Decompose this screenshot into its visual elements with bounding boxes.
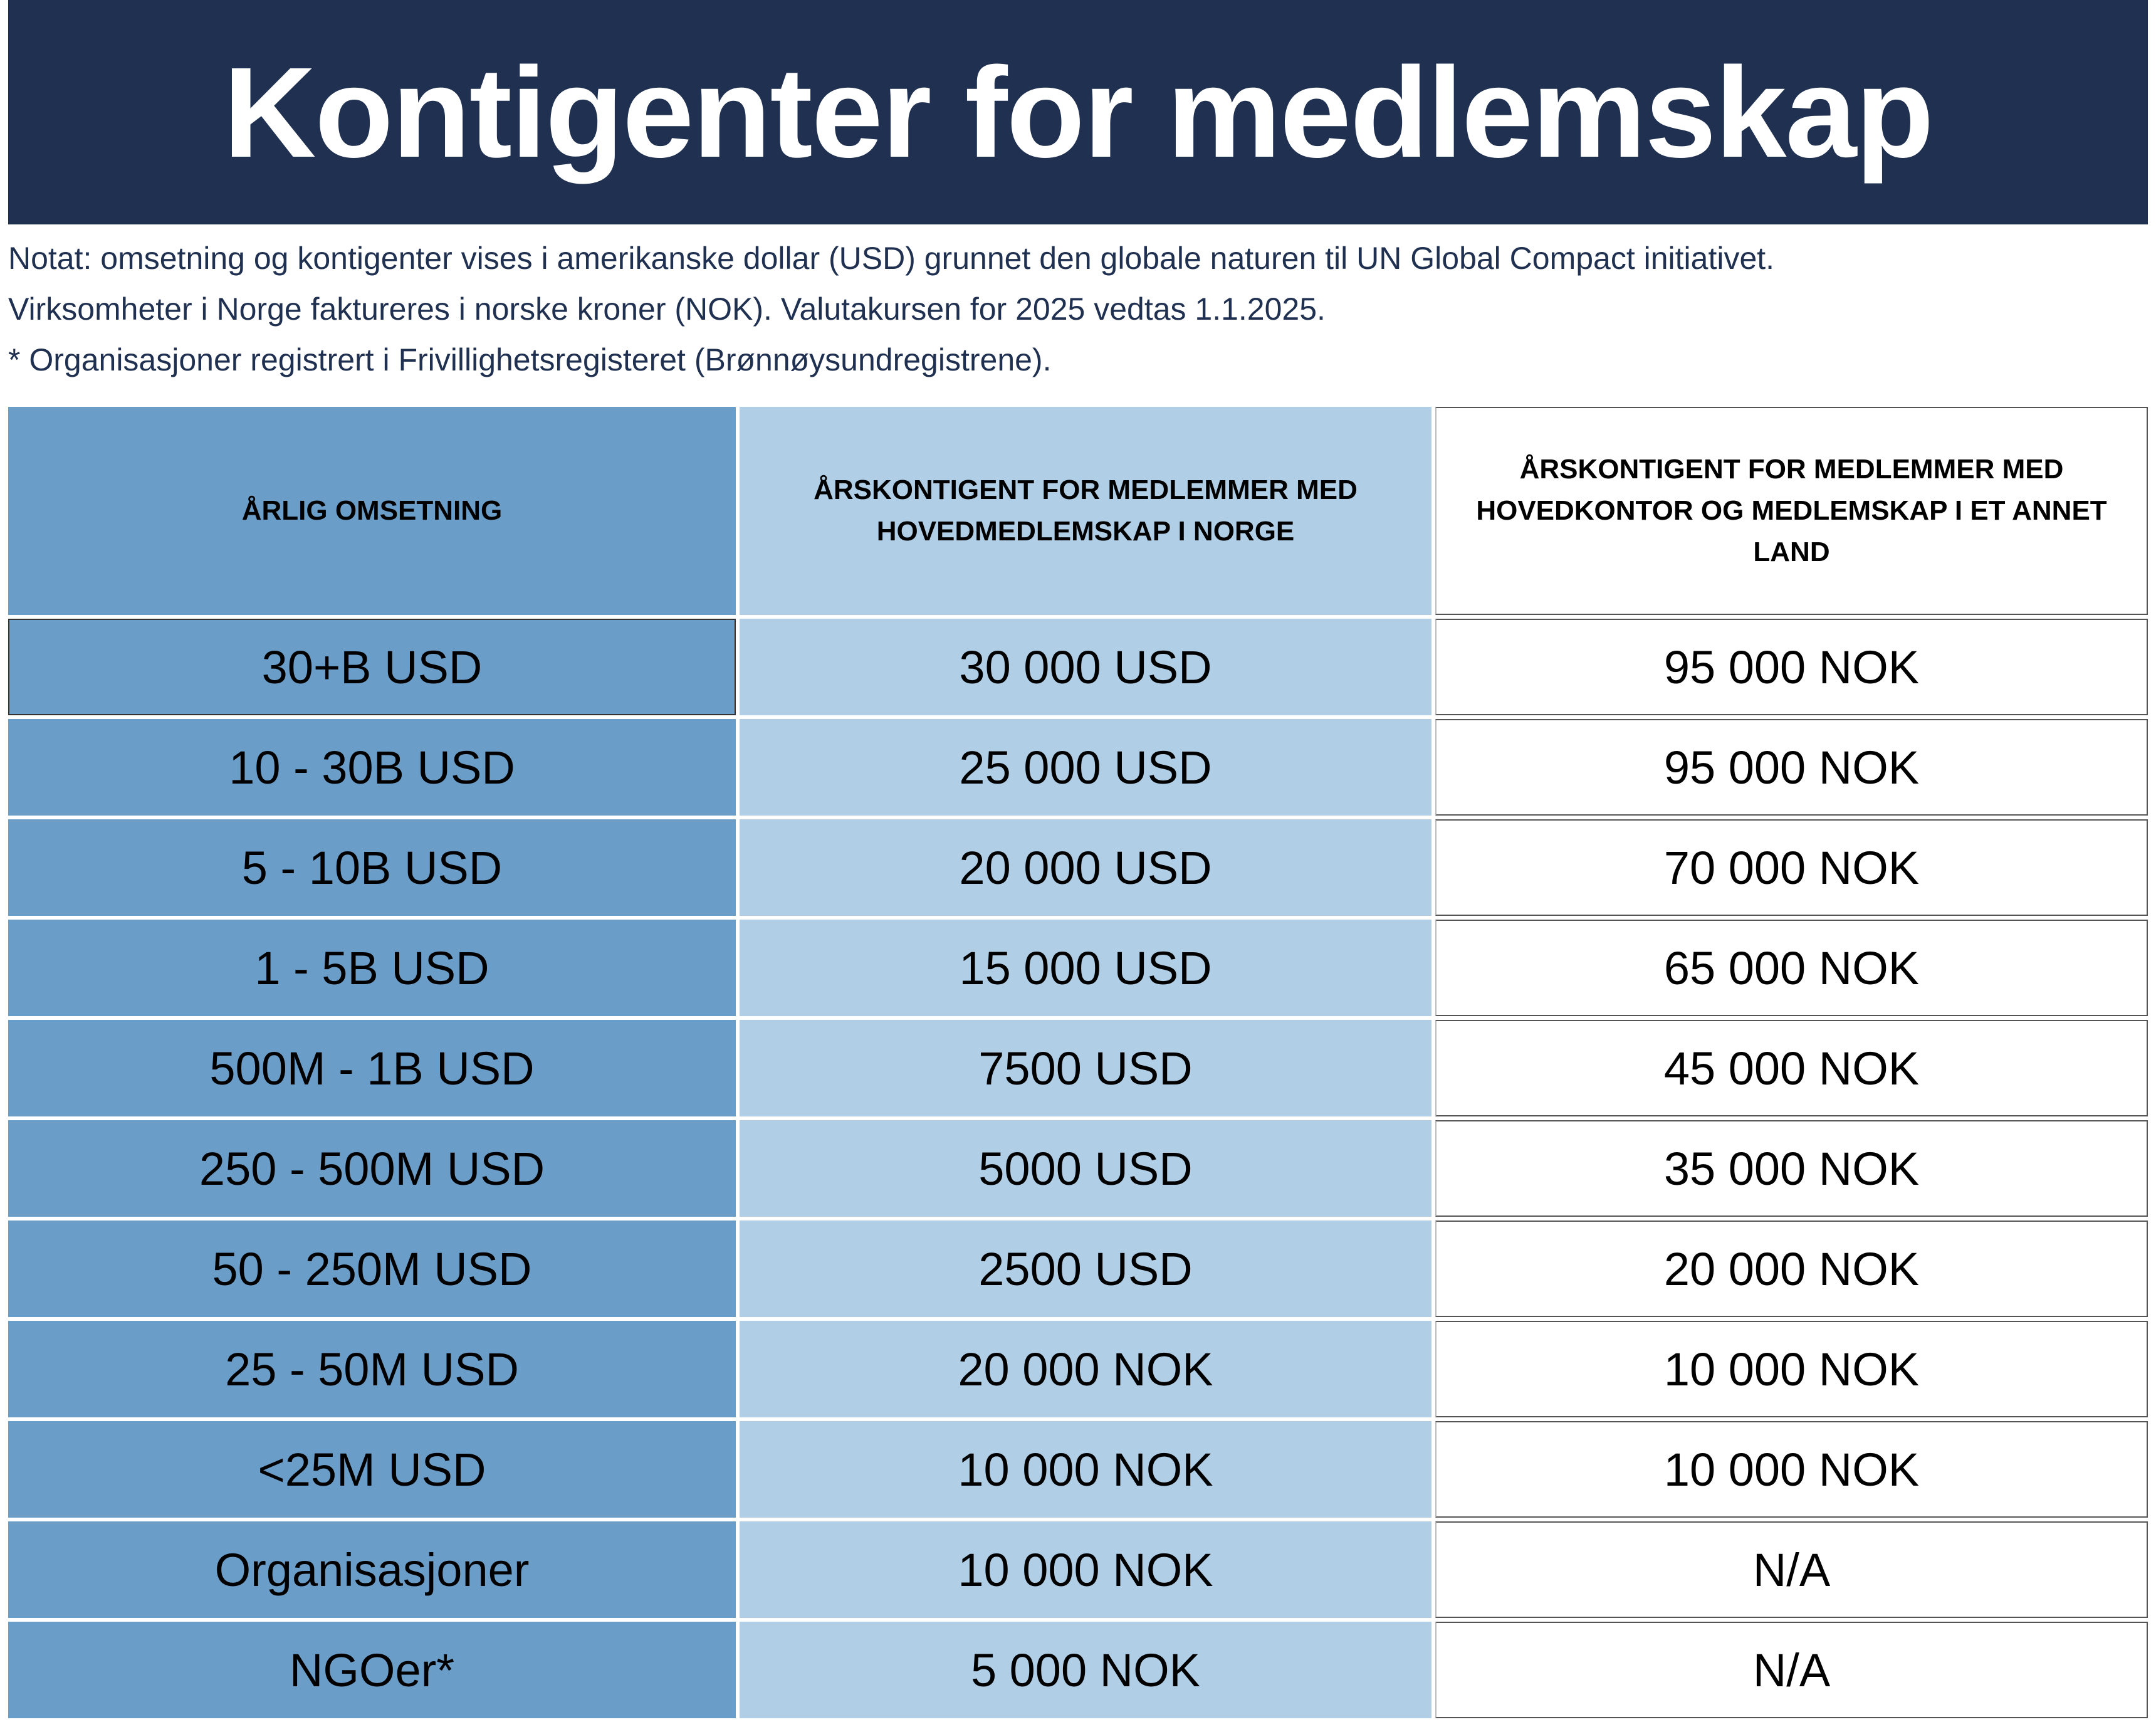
annual-revenue-cell: 1 - 5B USD bbox=[8, 920, 736, 1016]
header-fee-norway: ÅRSKONTIGENT FOR MEDLEMMER MED HOVEDMEDL… bbox=[740, 407, 1431, 615]
fee-norway-cell: 30 000 USD bbox=[740, 619, 1431, 715]
table-row: 5 - 10B USD 20 000 USD 70 000 NOK bbox=[8, 819, 2148, 916]
annual-revenue-cell: 50 - 250M USD bbox=[8, 1221, 736, 1317]
table-row: 10 - 30B USD 25 000 USD 95 000 NOK bbox=[8, 719, 2148, 816]
title-banner: Kontigenter for medlemskap bbox=[8, 0, 2148, 224]
fee-norway-cell: 5 000 NOK bbox=[740, 1622, 1431, 1718]
table-row: <25M USD 10 000 NOK 10 000 NOK bbox=[8, 1421, 2148, 1518]
annual-revenue-cell: 30+B USD bbox=[8, 619, 736, 715]
fee-other-country-cell: 95 000 NOK bbox=[1435, 719, 2148, 816]
fee-norway-cell: 20 000 NOK bbox=[740, 1321, 1431, 1417]
annual-revenue-cell: <25M USD bbox=[8, 1421, 736, 1518]
fee-norway-cell: 5000 USD bbox=[740, 1120, 1431, 1217]
header-annual-revenue: ÅRLIG OMSETNING bbox=[8, 407, 736, 615]
note-line: Notat: omsetning og kontigenter vises i … bbox=[8, 241, 1775, 276]
fee-other-country-cell: N/A bbox=[1435, 1521, 2148, 1618]
fee-other-country-cell: 45 000 NOK bbox=[1435, 1020, 2148, 1116]
table-row: 500M - 1B USD 7500 USD 45 000 NOK bbox=[8, 1020, 2148, 1116]
fee-norway-cell: 2500 USD bbox=[740, 1221, 1431, 1317]
table-row: 250 - 500M USD 5000 USD 35 000 NOK bbox=[8, 1120, 2148, 1217]
table-row: NGOer* 5 000 NOK N/A bbox=[8, 1622, 2148, 1718]
fee-norway-cell: 15 000 USD bbox=[740, 920, 1431, 1016]
table-row: 1 - 5B USD 15 000 USD 65 000 NOK bbox=[8, 920, 2148, 1016]
fee-norway-cell: 7500 USD bbox=[740, 1020, 1431, 1116]
fee-other-country-cell: 95 000 NOK bbox=[1435, 619, 2148, 715]
page-title: Kontigenter for medlemskap bbox=[223, 40, 1934, 184]
fee-other-country-cell: 70 000 NOK bbox=[1435, 819, 2148, 916]
table-header-row: ÅRLIG OMSETNING ÅRSKONTIGENT FOR MEDLEMM… bbox=[8, 407, 2148, 615]
fee-other-country-cell: 10 000 NOK bbox=[1435, 1321, 2148, 1417]
annual-revenue-cell: Organisasjoner bbox=[8, 1521, 736, 1618]
fee-other-country-cell: 10 000 NOK bbox=[1435, 1421, 2148, 1518]
annual-revenue-cell: 25 - 50M USD bbox=[8, 1321, 736, 1417]
annual-revenue-cell: NGOer* bbox=[8, 1622, 736, 1718]
header-fee-other-country: ÅRSKONTIGENT FOR MEDLEMMER MED HOVEDKONT… bbox=[1435, 407, 2148, 615]
annual-revenue-cell: 500M - 1B USD bbox=[8, 1020, 736, 1116]
annual-revenue-cell: 10 - 30B USD bbox=[8, 719, 736, 816]
annual-revenue-cell: 250 - 500M USD bbox=[8, 1120, 736, 1217]
fee-table: ÅRLIG OMSETNING ÅRSKONTIGENT FOR MEDLEMM… bbox=[8, 407, 2148, 1722]
note-line: * Organisasjoner registrert i Frivilligh… bbox=[8, 342, 1052, 377]
fee-norway-cell: 20 000 USD bbox=[740, 819, 1431, 916]
note-line: Virksomheter i Norge faktureres i norske… bbox=[8, 291, 1326, 327]
notes: Notat: omsetning og kontigenter vises i … bbox=[8, 233, 2148, 386]
table-row: 30+B USD 30 000 USD 95 000 NOK bbox=[8, 619, 2148, 715]
fee-norway-cell: 10 000 NOK bbox=[740, 1421, 1431, 1518]
fee-norway-cell: 25 000 USD bbox=[740, 719, 1431, 816]
table-row: 25 - 50M USD 20 000 NOK 10 000 NOK bbox=[8, 1321, 2148, 1417]
fee-norway-cell: 10 000 NOK bbox=[740, 1521, 1431, 1618]
table-row: Organisasjoner 10 000 NOK N/A bbox=[8, 1521, 2148, 1618]
fee-other-country-cell: 35 000 NOK bbox=[1435, 1120, 2148, 1217]
fee-other-country-cell: N/A bbox=[1435, 1622, 2148, 1718]
fee-other-country-cell: 20 000 NOK bbox=[1435, 1221, 2148, 1317]
annual-revenue-cell: 5 - 10B USD bbox=[8, 819, 736, 916]
fee-other-country-cell: 65 000 NOK bbox=[1435, 920, 2148, 1016]
table-row: 50 - 250M USD 2500 USD 20 000 NOK bbox=[8, 1221, 2148, 1317]
